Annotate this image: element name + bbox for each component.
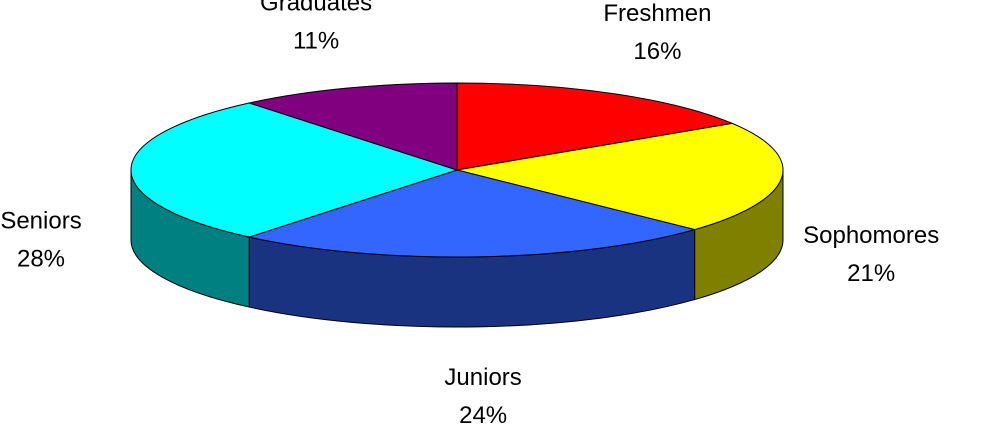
slice-label-name: Seniors <box>0 207 81 234</box>
slice-label-value: 28% <box>17 245 65 272</box>
slice <box>247 82 458 171</box>
slice-label-value: 11% <box>293 28 339 55</box>
slice <box>456 122 784 231</box>
slice-label-name: Juniors <box>444 364 521 391</box>
slice-label-value: 24% <box>459 402 507 426</box>
slice <box>456 82 735 171</box>
slice <box>130 102 459 238</box>
slice <box>247 169 697 258</box>
slice-label-name: Graduates <box>260 0 372 17</box>
slice-label-name: Sophomores <box>803 222 939 249</box>
slice-label-name: Freshmen <box>603 0 711 27</box>
slice-label-value: 21% <box>847 260 895 287</box>
slice-label-value: 16% <box>633 38 681 65</box>
